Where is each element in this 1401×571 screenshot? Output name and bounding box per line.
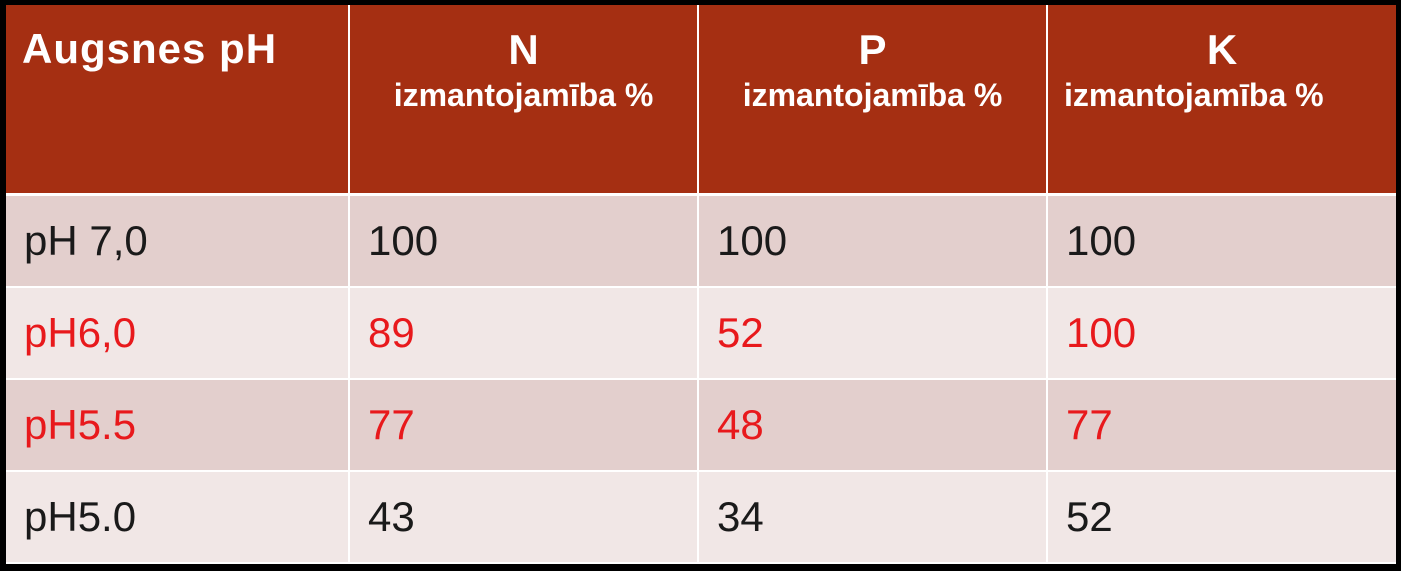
header-potassium-letter: K — [1206, 26, 1238, 73]
cell-n: 77 — [349, 379, 699, 472]
cell-k: 100 — [1047, 287, 1396, 380]
table-row: pH5.0 43 34 52 — [6, 471, 1396, 564]
cell-ph: pH5.5 — [6, 379, 350, 472]
table-row: pH6,0 89 52 100 — [6, 287, 1396, 380]
cell-k: 77 — [1047, 379, 1396, 472]
cell-p: 48 — [698, 379, 1048, 472]
header-nitrogen-sub: izmantojamība % — [393, 77, 654, 113]
header-phosphorus-sub: izmantojamība % — [742, 77, 1003, 113]
cell-k: 52 — [1047, 471, 1396, 564]
table-row: pH 7,0 100 100 100 — [6, 194, 1396, 288]
header-phosphorus: P izmantojamība % — [698, 5, 1048, 196]
nutrient-availability-table: Augsnes pH N izmantojamība % P izmantoja… — [6, 5, 1396, 564]
header-potassium: K izmantojamība % — [1047, 5, 1396, 196]
cell-k: 100 — [1047, 194, 1396, 288]
cell-ph: pH6,0 — [6, 287, 350, 380]
table-header-row: Augsnes pH N izmantojamība % P izmantoja… — [6, 5, 1396, 196]
cell-p: 52 — [698, 287, 1048, 380]
cell-p: 100 — [698, 194, 1048, 288]
table-row: pH5.5 77 48 77 — [6, 379, 1396, 472]
cell-n: 43 — [349, 471, 699, 564]
header-nitrogen: N izmantojamība % — [349, 5, 699, 196]
header-phosphorus-letter: P — [858, 26, 887, 73]
cell-n: 100 — [349, 194, 699, 288]
header-potassium-sub: izmantojamība % — [1064, 77, 1324, 113]
nutrient-availability-table-frame: Augsnes pH N izmantojamība % P izmantoja… — [6, 5, 1396, 564]
cell-ph: pH5.0 — [6, 471, 350, 564]
cell-n: 89 — [349, 287, 699, 380]
header-nitrogen-letter: N — [508, 26, 539, 73]
cell-ph: pH 7,0 — [6, 194, 350, 288]
header-soil-ph: Augsnes pH — [6, 5, 350, 196]
cell-p: 34 — [698, 471, 1048, 564]
header-soil-ph-label: Augsnes pH — [22, 25, 278, 72]
